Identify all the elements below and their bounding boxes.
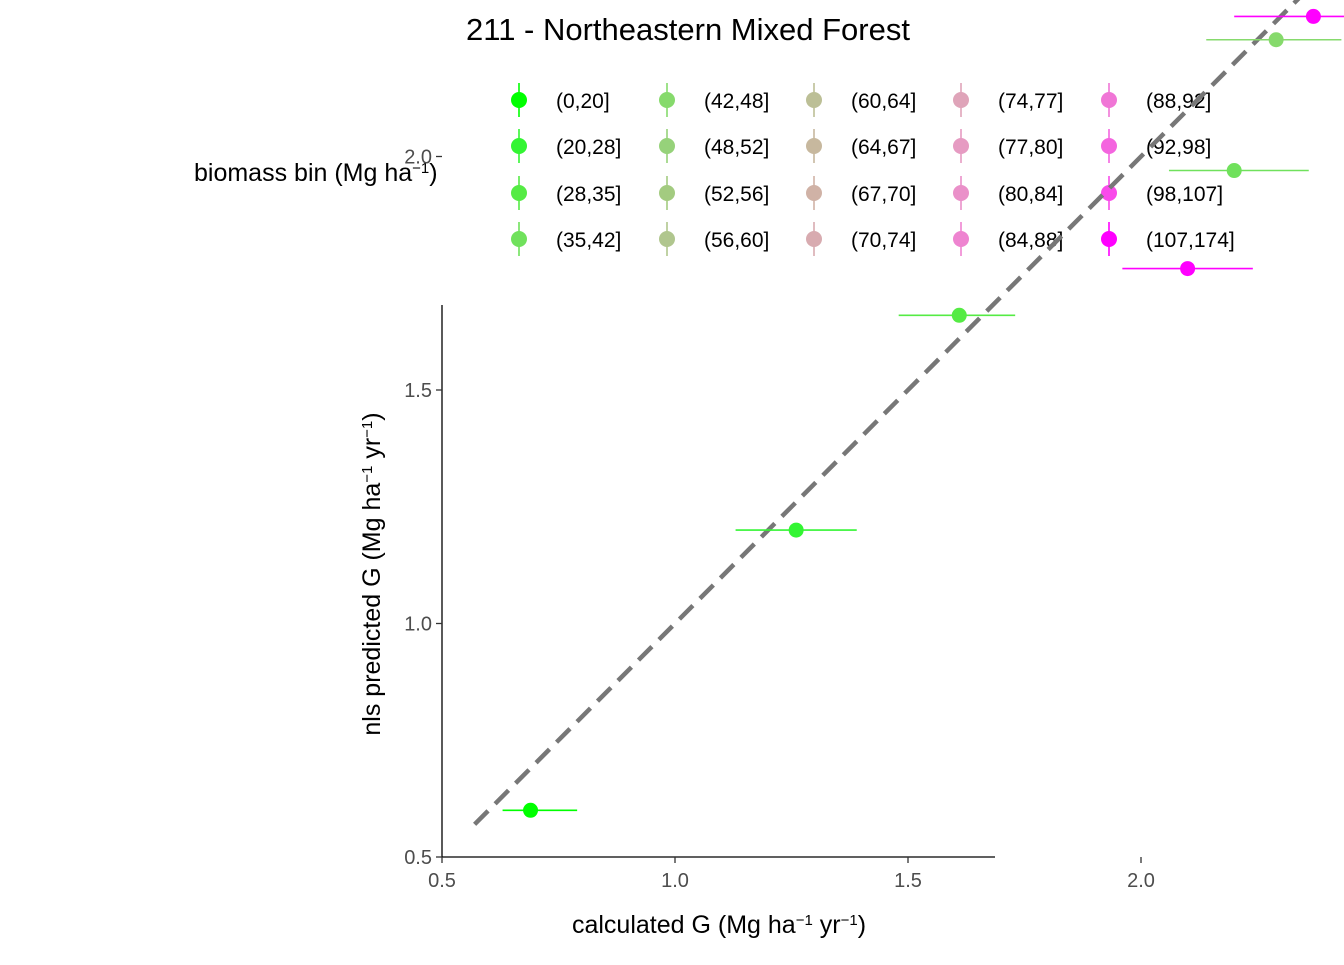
x-axis-label: calculated G (Mg ha−1 yr−1)	[572, 911, 866, 939]
legend-label: (42,48]	[704, 90, 769, 113]
x-tick-label: 1.0	[661, 870, 689, 892]
chart-title: 211 - Northeastern Mixed Forest	[466, 12, 910, 47]
y-axis-label-mid: yr	[358, 438, 386, 466]
legend-label: (52,56]	[704, 183, 769, 206]
legend-item: (64,67]	[806, 129, 916, 163]
x-axis-label-mid: yr	[813, 911, 841, 939]
legend-item: (70,74]	[806, 222, 916, 256]
legend-item: (42,48]	[659, 83, 769, 117]
x-axis-label-end: )	[858, 911, 866, 939]
legend-key-point	[659, 185, 675, 201]
legend-key-point	[953, 231, 969, 247]
legend-item: (20,28]	[511, 129, 621, 163]
legend-item: (107,174]	[1101, 222, 1235, 256]
legend-label: (70,74]	[851, 229, 916, 252]
y-axis-label-end: )	[358, 412, 386, 420]
legend-key-point	[806, 231, 822, 247]
legend-key-point	[511, 185, 527, 201]
legend-item: (60,64]	[806, 83, 916, 117]
legend-label: (84,88]	[998, 229, 1063, 252]
legend-key-point	[659, 231, 675, 247]
y-tick-label: 1.5	[404, 380, 432, 402]
legend-item: (80,84]	[953, 176, 1063, 210]
legend-title-sup: −1	[412, 160, 429, 177]
legend-key-point	[1101, 92, 1117, 108]
data-point	[1180, 261, 1196, 277]
x-axis-label-sup1: −1	[796, 912, 813, 929]
legend-key-point	[511, 231, 527, 247]
legend-label: (56,60]	[704, 229, 769, 252]
legend-label: (28,35]	[556, 183, 621, 206]
y-tick-label: 0.5	[404, 847, 432, 869]
legend-key-point	[1101, 231, 1117, 247]
legend-label: (80,84]	[998, 183, 1063, 206]
legend-item: (74,77]	[953, 83, 1063, 117]
legend-key-point	[953, 92, 969, 108]
legend-key-point	[806, 92, 822, 108]
legend-key-point	[1101, 185, 1117, 201]
legend-item: (0,20]	[511, 83, 610, 117]
x-tick-label: 2.0	[1127, 870, 1155, 892]
legend-label: (74,77]	[998, 90, 1063, 113]
y-axis-label-main: nls predicted G (Mg ha	[358, 483, 386, 736]
legend-item: (98,107]	[1101, 176, 1223, 210]
legend-title-main: biomass bin (Mg ha	[194, 159, 412, 187]
x-tick-label: 0.5	[428, 870, 456, 892]
legend-key-point	[806, 185, 822, 201]
legend-key-point	[953, 138, 969, 154]
legend-item: (35,42]	[511, 222, 621, 256]
legend-title: biomass bin (Mg ha−1)	[194, 159, 438, 187]
legend-label: (35,42]	[556, 229, 621, 252]
legend-item: (48,52]	[659, 129, 769, 163]
legend-label: (48,52]	[704, 136, 769, 159]
legend-key-point	[1101, 138, 1117, 154]
plot-area: 0.51.01.52.02.50.51.01.52.02.5	[404, 0, 1344, 892]
legend-item: (56,60]	[659, 222, 769, 256]
reference-line-1to1	[473, 0, 1301, 826]
legend-key-point	[659, 92, 675, 108]
legend-label: (67,70]	[851, 183, 916, 206]
legend-key-point	[953, 185, 969, 201]
y-tick-label: 1.0	[404, 614, 432, 636]
data-point	[523, 802, 539, 818]
legend-label: (88,92]	[1146, 90, 1211, 113]
data-point	[1305, 8, 1321, 24]
legend-item: (84,88]	[953, 222, 1063, 256]
y-tick-label: 2.0	[404, 147, 432, 169]
legend-key-point	[659, 138, 675, 154]
data-point	[788, 522, 804, 538]
legend-item: (77,80]	[953, 129, 1063, 163]
legend-item: (52,56]	[659, 176, 769, 210]
legend: (0,20] (20,28] (28,35] (35,42] (42,48] (48,52…	[511, 83, 1235, 256]
legend-key-point	[511, 92, 527, 108]
data-point	[1226, 163, 1242, 179]
legend-label: (107,174]	[1146, 229, 1235, 252]
legend-item: (67,70]	[806, 176, 916, 210]
legend-label: (0,20]	[556, 90, 610, 113]
legend-key-point	[806, 138, 822, 154]
legend-label: (60,64]	[851, 90, 916, 113]
legend-label: (77,80]	[998, 136, 1063, 159]
legend-label: (20,28]	[556, 136, 621, 159]
x-axis-label-sup2: −1	[841, 912, 858, 929]
x-tick-label: 1.5	[894, 870, 922, 892]
legend-label: (92,98]	[1146, 136, 1211, 159]
legend-key-point	[511, 138, 527, 154]
data-point	[1268, 32, 1284, 48]
legend-item: (92,98]	[1101, 129, 1211, 163]
y-axis-label-sup1: −1	[359, 466, 376, 483]
legend-label: (98,107]	[1146, 183, 1223, 206]
y-axis-label: nls predicted G (Mg ha−1 yr−1)	[358, 412, 386, 735]
x-axis-label-main: calculated G (Mg ha	[572, 911, 796, 939]
data-point	[951, 307, 967, 323]
legend-item: (88,92]	[1101, 83, 1211, 117]
legend-title-end: )	[429, 159, 437, 187]
legend-label: (64,67]	[851, 136, 916, 159]
y-axis-label-sup2: −1	[359, 421, 376, 438]
legend-item: (28,35]	[511, 176, 621, 210]
